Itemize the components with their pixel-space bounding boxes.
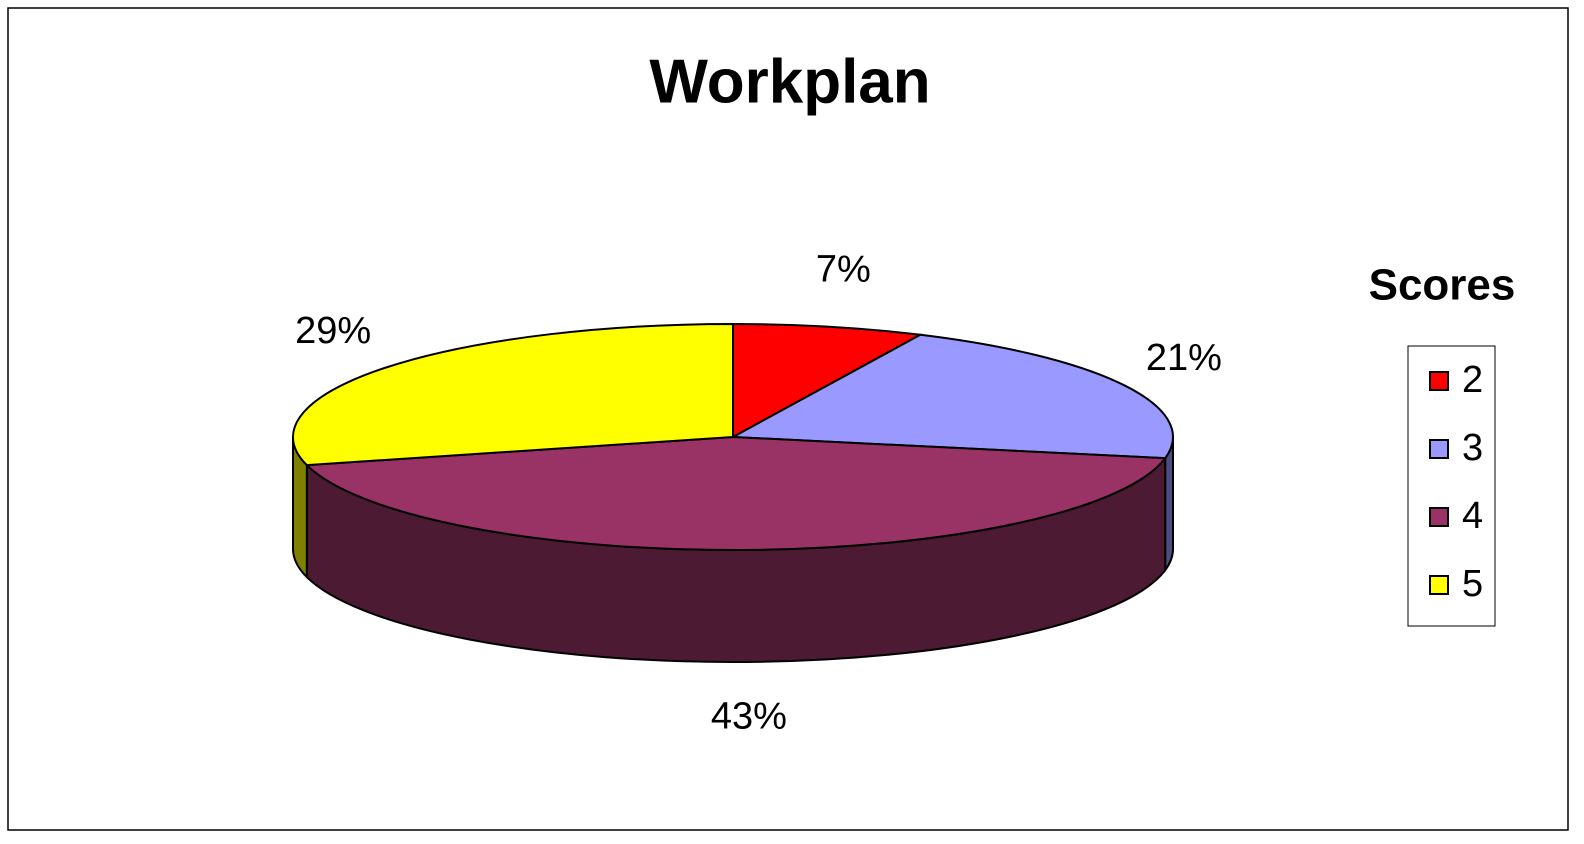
data-label: 21%	[1146, 337, 1222, 379]
legend-swatch	[1429, 507, 1449, 527]
legend-box	[1407, 345, 1496, 627]
legend-swatch	[1429, 371, 1449, 391]
data-label: 43%	[711, 695, 787, 737]
chart-title: Workplan	[649, 47, 930, 116]
legend-label: 2	[1462, 359, 1483, 401]
slice	[292, 322, 734, 467]
legend-label: 3	[1462, 427, 1483, 469]
data-label: 29%	[295, 310, 371, 352]
pie-tops	[292, 322, 1174, 551]
slice	[304, 435, 1168, 551]
slice	[732, 322, 924, 439]
legend-label: 5	[1462, 563, 1483, 605]
slice	[729, 333, 1174, 460]
legend-label: 4	[1462, 495, 1483, 537]
legend-title: Scores	[1369, 261, 1516, 310]
legend-swatch	[1429, 575, 1449, 595]
legend-swatch	[1429, 439, 1449, 459]
data-label: 7%	[816, 249, 871, 291]
